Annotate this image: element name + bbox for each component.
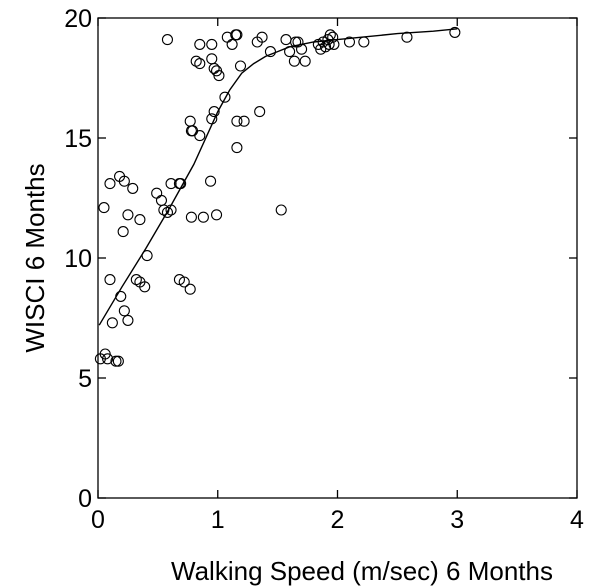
data-point (343, 36, 356, 48)
data-point (151, 187, 163, 199)
data-point (296, 43, 308, 55)
data-point (206, 113, 218, 125)
x-tick-label: 2 (331, 506, 345, 534)
data-point (185, 211, 197, 223)
data-point (102, 353, 114, 365)
data-point (165, 204, 177, 216)
data-point (194, 38, 206, 50)
data-point (211, 209, 223, 221)
data-point (324, 29, 336, 41)
data-point (449, 26, 461, 38)
data-point (175, 178, 187, 190)
data-point (141, 250, 153, 262)
data-point (238, 115, 250, 127)
data-point (197, 211, 209, 223)
y-tick-label: 15 (64, 125, 92, 153)
data-point (98, 202, 110, 214)
data-point (226, 38, 238, 50)
x-tick-labels: 0 1 2 3 4 (91, 506, 584, 534)
data-point (328, 38, 340, 50)
data-point (206, 53, 218, 65)
data-point (256, 31, 268, 43)
data-point (112, 355, 124, 367)
data-point (115, 290, 127, 302)
y-tick-labels: 0 5 10 15 20 (64, 5, 92, 513)
data-point (358, 36, 370, 48)
data-point (134, 214, 146, 226)
data-point (190, 55, 202, 67)
data-point (122, 314, 134, 326)
data-point (254, 106, 266, 118)
y-tick-label: 10 (64, 245, 92, 273)
data-point (205, 175, 217, 187)
data-point (288, 55, 300, 67)
data-point (280, 34, 292, 46)
data-point (264, 46, 276, 58)
data-point (122, 209, 134, 221)
data-point (231, 115, 243, 127)
x-axis-title: Walking Speed (m/sec) 6 Months (171, 556, 553, 586)
plot-frame (97, 17, 578, 499)
y-axis-title: WISCI 6 Months (20, 163, 50, 352)
data-point (155, 194, 168, 206)
data-point (206, 38, 218, 50)
data-point (284, 46, 296, 58)
data-point (213, 70, 225, 82)
data-point (158, 204, 170, 216)
data-point (104, 274, 116, 286)
x-tick-label: 0 (91, 506, 105, 534)
y-tick-label: 0 (78, 485, 92, 513)
data-point (319, 41, 332, 53)
data-point (184, 283, 196, 295)
data-point (327, 31, 339, 43)
data-point (127, 182, 139, 194)
data-point (299, 55, 311, 67)
x-tick-label: 4 (570, 506, 584, 534)
x-tick-label: 3 (450, 506, 464, 534)
data-point (161, 206, 174, 218)
data-point (104, 178, 116, 190)
data-point (231, 142, 243, 154)
data-point (219, 91, 231, 103)
data-point (130, 274, 142, 286)
data-point (208, 106, 220, 118)
data-point (292, 36, 304, 48)
data-point (184, 115, 196, 127)
data-point (106, 317, 118, 329)
y-tick-label: 20 (64, 5, 92, 33)
data-point (208, 62, 220, 74)
data-point (234, 60, 247, 72)
fit-curve (98, 28, 458, 326)
data-point (178, 276, 190, 288)
y-tick-label: 5 (78, 365, 92, 393)
data-point (231, 29, 243, 41)
data-point (161, 34, 174, 46)
tick-marks (97, 17, 578, 499)
data-point (117, 226, 129, 238)
data-point (139, 281, 151, 293)
data-point (194, 130, 206, 142)
data-point (194, 58, 206, 70)
data-point (275, 204, 287, 216)
data-point (401, 31, 413, 43)
data-points (94, 26, 461, 367)
data-point (118, 305, 130, 317)
data-point (118, 175, 130, 187)
x-tick-label: 1 (211, 506, 225, 534)
